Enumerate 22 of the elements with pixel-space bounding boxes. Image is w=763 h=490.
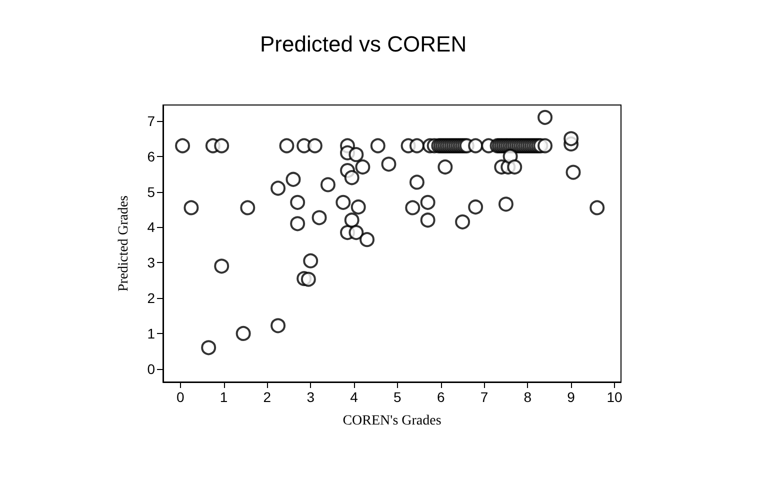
x-tick-label: 9 — [567, 389, 576, 405]
x-tick-label: 8 — [524, 389, 532, 405]
y-tick-label: 6 — [147, 148, 156, 164]
y-tick-label: 0 — [147, 360, 156, 377]
y-axis-title: Predicted Grades — [116, 195, 132, 292]
x-tick-label: 0 — [176, 389, 184, 405]
x-tick-label: 3 — [306, 389, 315, 405]
y-tick-label: 7 — [147, 112, 156, 129]
x-tick-label: 5 — [394, 389, 402, 405]
y-tick-label: 4 — [147, 219, 156, 236]
x-tick-label: 7 — [480, 389, 488, 405]
chart-title: Predicted vs COREN — [260, 32, 467, 56]
y-tick-label: 1 — [147, 325, 156, 342]
x-tick-label: 6 — [436, 389, 445, 405]
x-tick-label: 1 — [220, 389, 228, 405]
y-tick-label: 2 — [147, 290, 156, 306]
y-tick-label: 3 — [147, 254, 156, 271]
x-tick-label: 4 — [350, 389, 358, 405]
x-axis-title: COREN's Grades — [342, 414, 442, 428]
x-tick-label: 10 — [606, 389, 622, 405]
y-tick-label: 5 — [147, 184, 156, 200]
x-tick-label: 2 — [263, 389, 272, 405]
